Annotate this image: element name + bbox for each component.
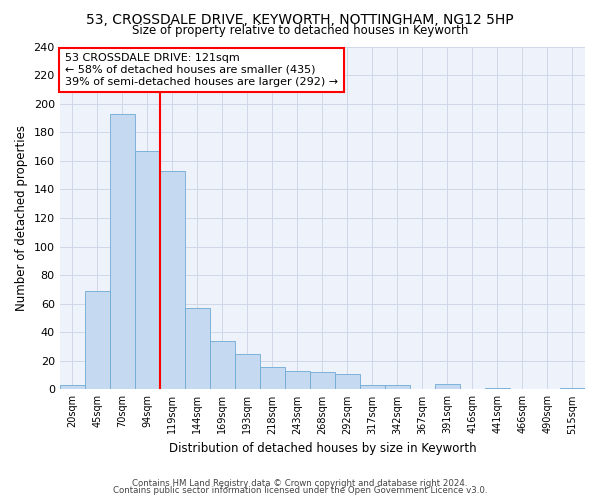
Bar xyxy=(360,385,385,390)
Bar xyxy=(235,354,260,390)
Bar xyxy=(310,372,335,390)
Bar xyxy=(210,341,235,390)
Text: 53, CROSSDALE DRIVE, KEYWORTH, NOTTINGHAM, NG12 5HP: 53, CROSSDALE DRIVE, KEYWORTH, NOTTINGHA… xyxy=(86,12,514,26)
Y-axis label: Number of detached properties: Number of detached properties xyxy=(15,125,28,311)
Bar xyxy=(435,384,460,390)
Bar xyxy=(560,388,585,390)
Bar xyxy=(59,385,85,390)
X-axis label: Distribution of detached houses by size in Keyworth: Distribution of detached houses by size … xyxy=(169,442,476,455)
Text: 53 CROSSDALE DRIVE: 121sqm
← 58% of detached houses are smaller (435)
39% of sem: 53 CROSSDALE DRIVE: 121sqm ← 58% of deta… xyxy=(65,54,338,86)
Text: Size of property relative to detached houses in Keyworth: Size of property relative to detached ho… xyxy=(132,24,468,37)
Bar xyxy=(160,171,185,390)
Bar xyxy=(285,371,310,390)
Bar xyxy=(85,291,110,390)
Bar xyxy=(260,366,285,390)
Bar xyxy=(110,114,135,390)
Bar xyxy=(185,308,210,390)
Bar xyxy=(485,388,510,390)
Text: Contains HM Land Registry data © Crown copyright and database right 2024.: Contains HM Land Registry data © Crown c… xyxy=(132,478,468,488)
Bar xyxy=(335,374,360,390)
Text: Contains public sector information licensed under the Open Government Licence v3: Contains public sector information licen… xyxy=(113,486,487,495)
Bar xyxy=(135,151,160,390)
Bar xyxy=(385,385,410,390)
